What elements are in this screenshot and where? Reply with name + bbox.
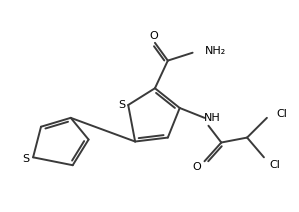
Text: Cl: Cl [277, 109, 288, 119]
Text: S: S [23, 154, 30, 164]
Text: Cl: Cl [270, 160, 281, 170]
Text: NH₂: NH₂ [205, 46, 226, 56]
Text: S: S [119, 100, 126, 110]
Text: NH: NH [204, 113, 221, 123]
Text: O: O [192, 162, 201, 172]
Text: O: O [150, 31, 158, 41]
